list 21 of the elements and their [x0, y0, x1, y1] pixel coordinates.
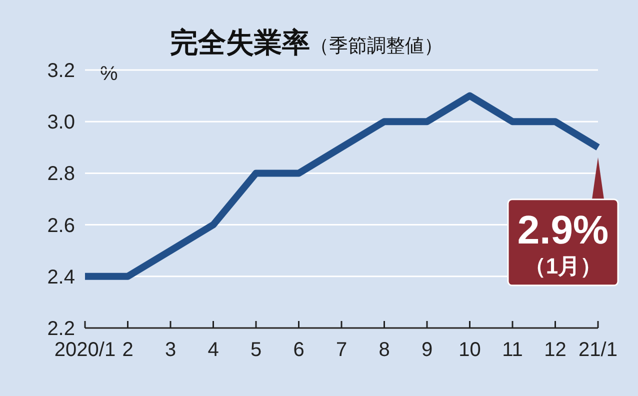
x-tick-label: 10 [458, 339, 481, 361]
x-tick-label: 4 [208, 339, 219, 361]
chart-subtitle: （季節調整値） [310, 36, 443, 57]
y-tick-label: 3.2 [47, 60, 75, 82]
x-tick-label: 3 [164, 339, 176, 361]
y-tick-label: 2.8 [47, 163, 75, 186]
y-tick-label: 3.0 [47, 112, 75, 134]
annotation: 2.9% （1月） [517, 208, 609, 278]
x-tick-label: 2020/1 [54, 339, 116, 361]
y-tick-label: 2.6 [47, 214, 75, 237]
y-tick-label: 2.2 [47, 318, 75, 340]
x-tick-label: 8 [378, 339, 390, 361]
x-tick-label: 2 [122, 339, 134, 361]
x-tick-label: 12 [544, 339, 566, 361]
x-tick-label: 21/1 [578, 339, 618, 361]
x-tick-label: 7 [336, 339, 348, 361]
x-tick-label: 9 [421, 339, 433, 361]
x-tick-label: 11 [502, 339, 523, 361]
y-tick-label: 2.4 [47, 266, 75, 288]
x-tick-label: 6 [293, 339, 304, 361]
x-tick-label: 5 [250, 339, 262, 361]
